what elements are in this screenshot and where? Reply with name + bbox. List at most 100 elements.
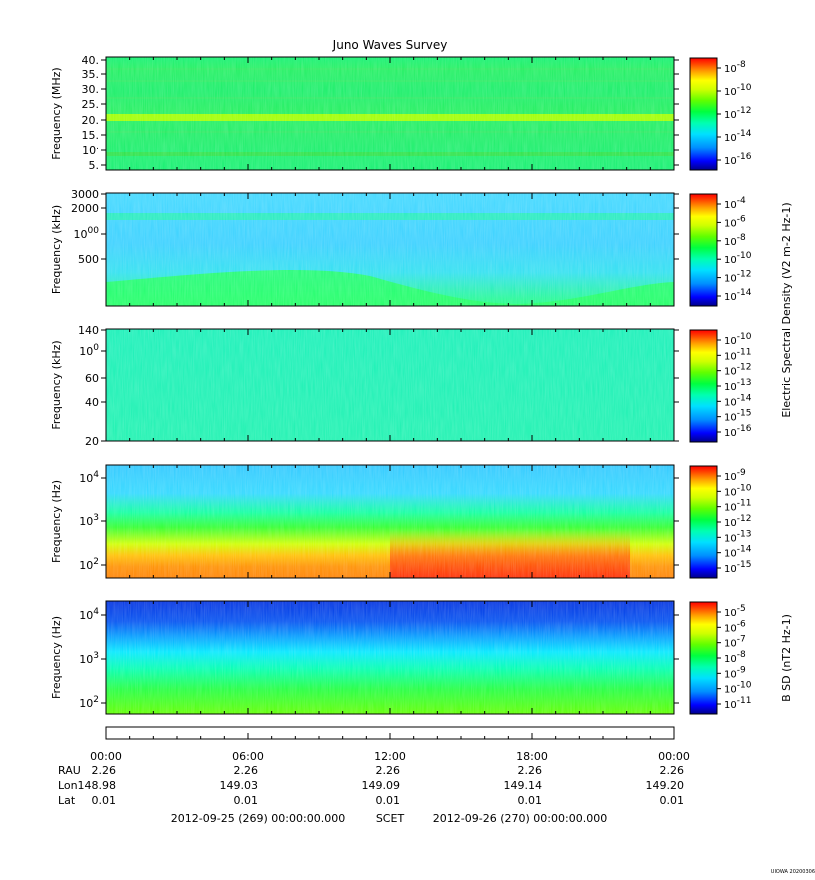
y-tick-label: 5. xyxy=(89,159,100,172)
colorbar-tick-label: 10-14 xyxy=(724,288,752,303)
ephemeris-row-label: RAU xyxy=(58,764,81,777)
colorbar-tick-label: 10-15 xyxy=(724,409,751,424)
colorbar-tick-label: 10-14 xyxy=(724,393,752,408)
y-tick-label: 40 xyxy=(85,396,99,409)
y-axis-label: Frequency (kHz) xyxy=(50,205,63,294)
colorbar-tick-label: 10-10 xyxy=(724,332,752,347)
colorbar-tick-label: 10-5 xyxy=(724,604,746,619)
x-tick-label: 06:00 xyxy=(232,750,264,763)
ephemeris-value: 2.26 xyxy=(518,764,543,777)
y-tick-label: 102 xyxy=(79,557,99,572)
ephemeris-value: 0.01 xyxy=(92,794,117,807)
y-tick-label: 103 xyxy=(79,513,99,528)
ephemeris-row-label: Lon xyxy=(58,779,78,792)
colorbar-tick-label: 10-6 xyxy=(724,214,746,229)
ephemeris-value: 2.26 xyxy=(234,764,259,777)
x-tick-label: 00:00 xyxy=(658,750,690,763)
colorbar-tick-label: 10-9 xyxy=(724,665,746,680)
ephemeris-value: 149.14 xyxy=(504,779,543,792)
colorbar-tick-label: 10-7 xyxy=(724,635,746,650)
ephemeris-value: 2.26 xyxy=(376,764,401,777)
colorbar-label: B SD (nT2 Hz-1) xyxy=(780,614,793,702)
ephemeris-value: 2.26 xyxy=(660,764,685,777)
colorbar-tick-label: 10-10 xyxy=(724,483,752,498)
y-tick-label: 140 xyxy=(78,324,99,337)
footer-start-time: 2012-09-25 (269) 00:00:00.000 xyxy=(171,812,345,825)
y-tick-label: 15. xyxy=(82,129,100,142)
y-axis-label: Frequency (kHz) xyxy=(50,340,63,429)
colorbar-tick-label: 10-13 xyxy=(724,378,751,393)
y-tick-label: 104 xyxy=(79,607,99,622)
panels: 5. 10.15. 20. 25. 30. 35.40. Frequency (MHz) 10… xyxy=(50,54,793,715)
ephemeris-value: 149.09 xyxy=(362,779,401,792)
y-tick-label: 35. xyxy=(82,68,100,81)
y-tick-label: 102 xyxy=(79,695,99,710)
footer-scet: SCET xyxy=(376,812,405,825)
colorbar-tick-label: 10-6 xyxy=(724,619,746,634)
y-tick-label: 104 xyxy=(79,470,99,485)
colorbar-tick-label: 10-14 xyxy=(724,545,752,560)
colorbar-tick-label: 10-12 xyxy=(724,514,751,529)
noise-texture xyxy=(106,465,674,578)
y-tick-label: 103 xyxy=(79,651,99,666)
colorbar-3 xyxy=(689,329,718,443)
x-tick-label: 18:00 xyxy=(516,750,548,763)
y-axis-label: Frequency (Hz) xyxy=(50,480,63,563)
y-tick-label: 100 xyxy=(79,343,99,358)
ephemeris-value: 0.01 xyxy=(660,794,685,807)
colorbar-4 xyxy=(689,465,718,579)
ephemeris-value: 149.03 xyxy=(220,779,259,792)
colorbar-tick-label: 10-11 xyxy=(724,499,751,514)
y-tick-label: 500 xyxy=(78,253,99,266)
noise-texture xyxy=(106,601,674,714)
colorbar-tick-label: 10-9 xyxy=(724,468,746,483)
colorbar-tick-label: 10-10 xyxy=(724,83,752,98)
time-axis: 00:00 06:00 12:00 18:00 00:00 RAU 2.26 2.26 2.26… xyxy=(58,726,690,825)
noise-texture xyxy=(106,193,674,306)
y-tick-label: 10. xyxy=(82,142,99,157)
y-tick-label: 30. xyxy=(82,83,100,96)
ephemeris-value: 0.01 xyxy=(376,794,401,807)
colorbar-tick-label: 10-11 xyxy=(724,696,751,711)
colorbar-tick-label: 10-15 xyxy=(724,560,751,575)
x-tick-label: 00:00 xyxy=(90,750,122,763)
ephemeris-value: 148.98 xyxy=(78,779,117,792)
corner-stamp: UIOWA 20200306 xyxy=(771,869,815,875)
figure-title: Juno Waves Survey xyxy=(332,38,448,52)
ephemeris-value: 149.20 xyxy=(646,779,685,792)
y-tick-label: 1000 xyxy=(74,226,100,241)
colorbar-tick-label: 10-12 xyxy=(724,270,751,285)
colorbar-tick-label: 10-16 xyxy=(724,152,752,167)
panel-1: 5. 10.15. 20. 25. 30. 35.40. Frequency (MHz) 10… xyxy=(50,54,752,172)
y-tick-label: 3000 xyxy=(71,188,99,201)
y-tick-label: 20. xyxy=(82,114,100,127)
colorbar-tick-label: 10-14 xyxy=(724,129,752,144)
footer-end-time: 2012-09-26 (270) 00:00:00.000 xyxy=(433,812,607,825)
ephemeris-value: 0.01 xyxy=(234,794,259,807)
colorbar-label: Electric Spectral Density (V2 m-2 Hz-1) xyxy=(780,202,793,417)
colorbar-1 xyxy=(689,57,718,171)
ephemeris-row-label: Lat xyxy=(58,794,76,807)
colorbar-tick-label: 10-10 xyxy=(724,251,752,266)
y-tick-label: 2000 xyxy=(71,202,99,215)
colorbar-tick-label: 10-4 xyxy=(724,196,746,211)
colorbar-tick-label: 10-13 xyxy=(724,529,751,544)
colorbar-tick-label: 10-8 xyxy=(724,233,746,248)
y-tick-label: 20 xyxy=(85,435,99,448)
colorbar-2 xyxy=(689,193,718,307)
colorbar-tick-label: 10-10 xyxy=(724,681,752,696)
y-axis-label: Frequency (MHz) xyxy=(50,67,63,159)
y-tick-label: 25. xyxy=(82,98,100,111)
colorbar-tick-label: 10-8 xyxy=(724,650,746,665)
noise-texture xyxy=(106,329,674,441)
y-tick-label: 60 xyxy=(85,372,99,385)
y-tick-label: 40. xyxy=(82,54,100,67)
noise-texture xyxy=(106,57,674,170)
colorbar-5 xyxy=(689,601,718,715)
y-axis-label: Frequency (Hz) xyxy=(50,616,63,699)
